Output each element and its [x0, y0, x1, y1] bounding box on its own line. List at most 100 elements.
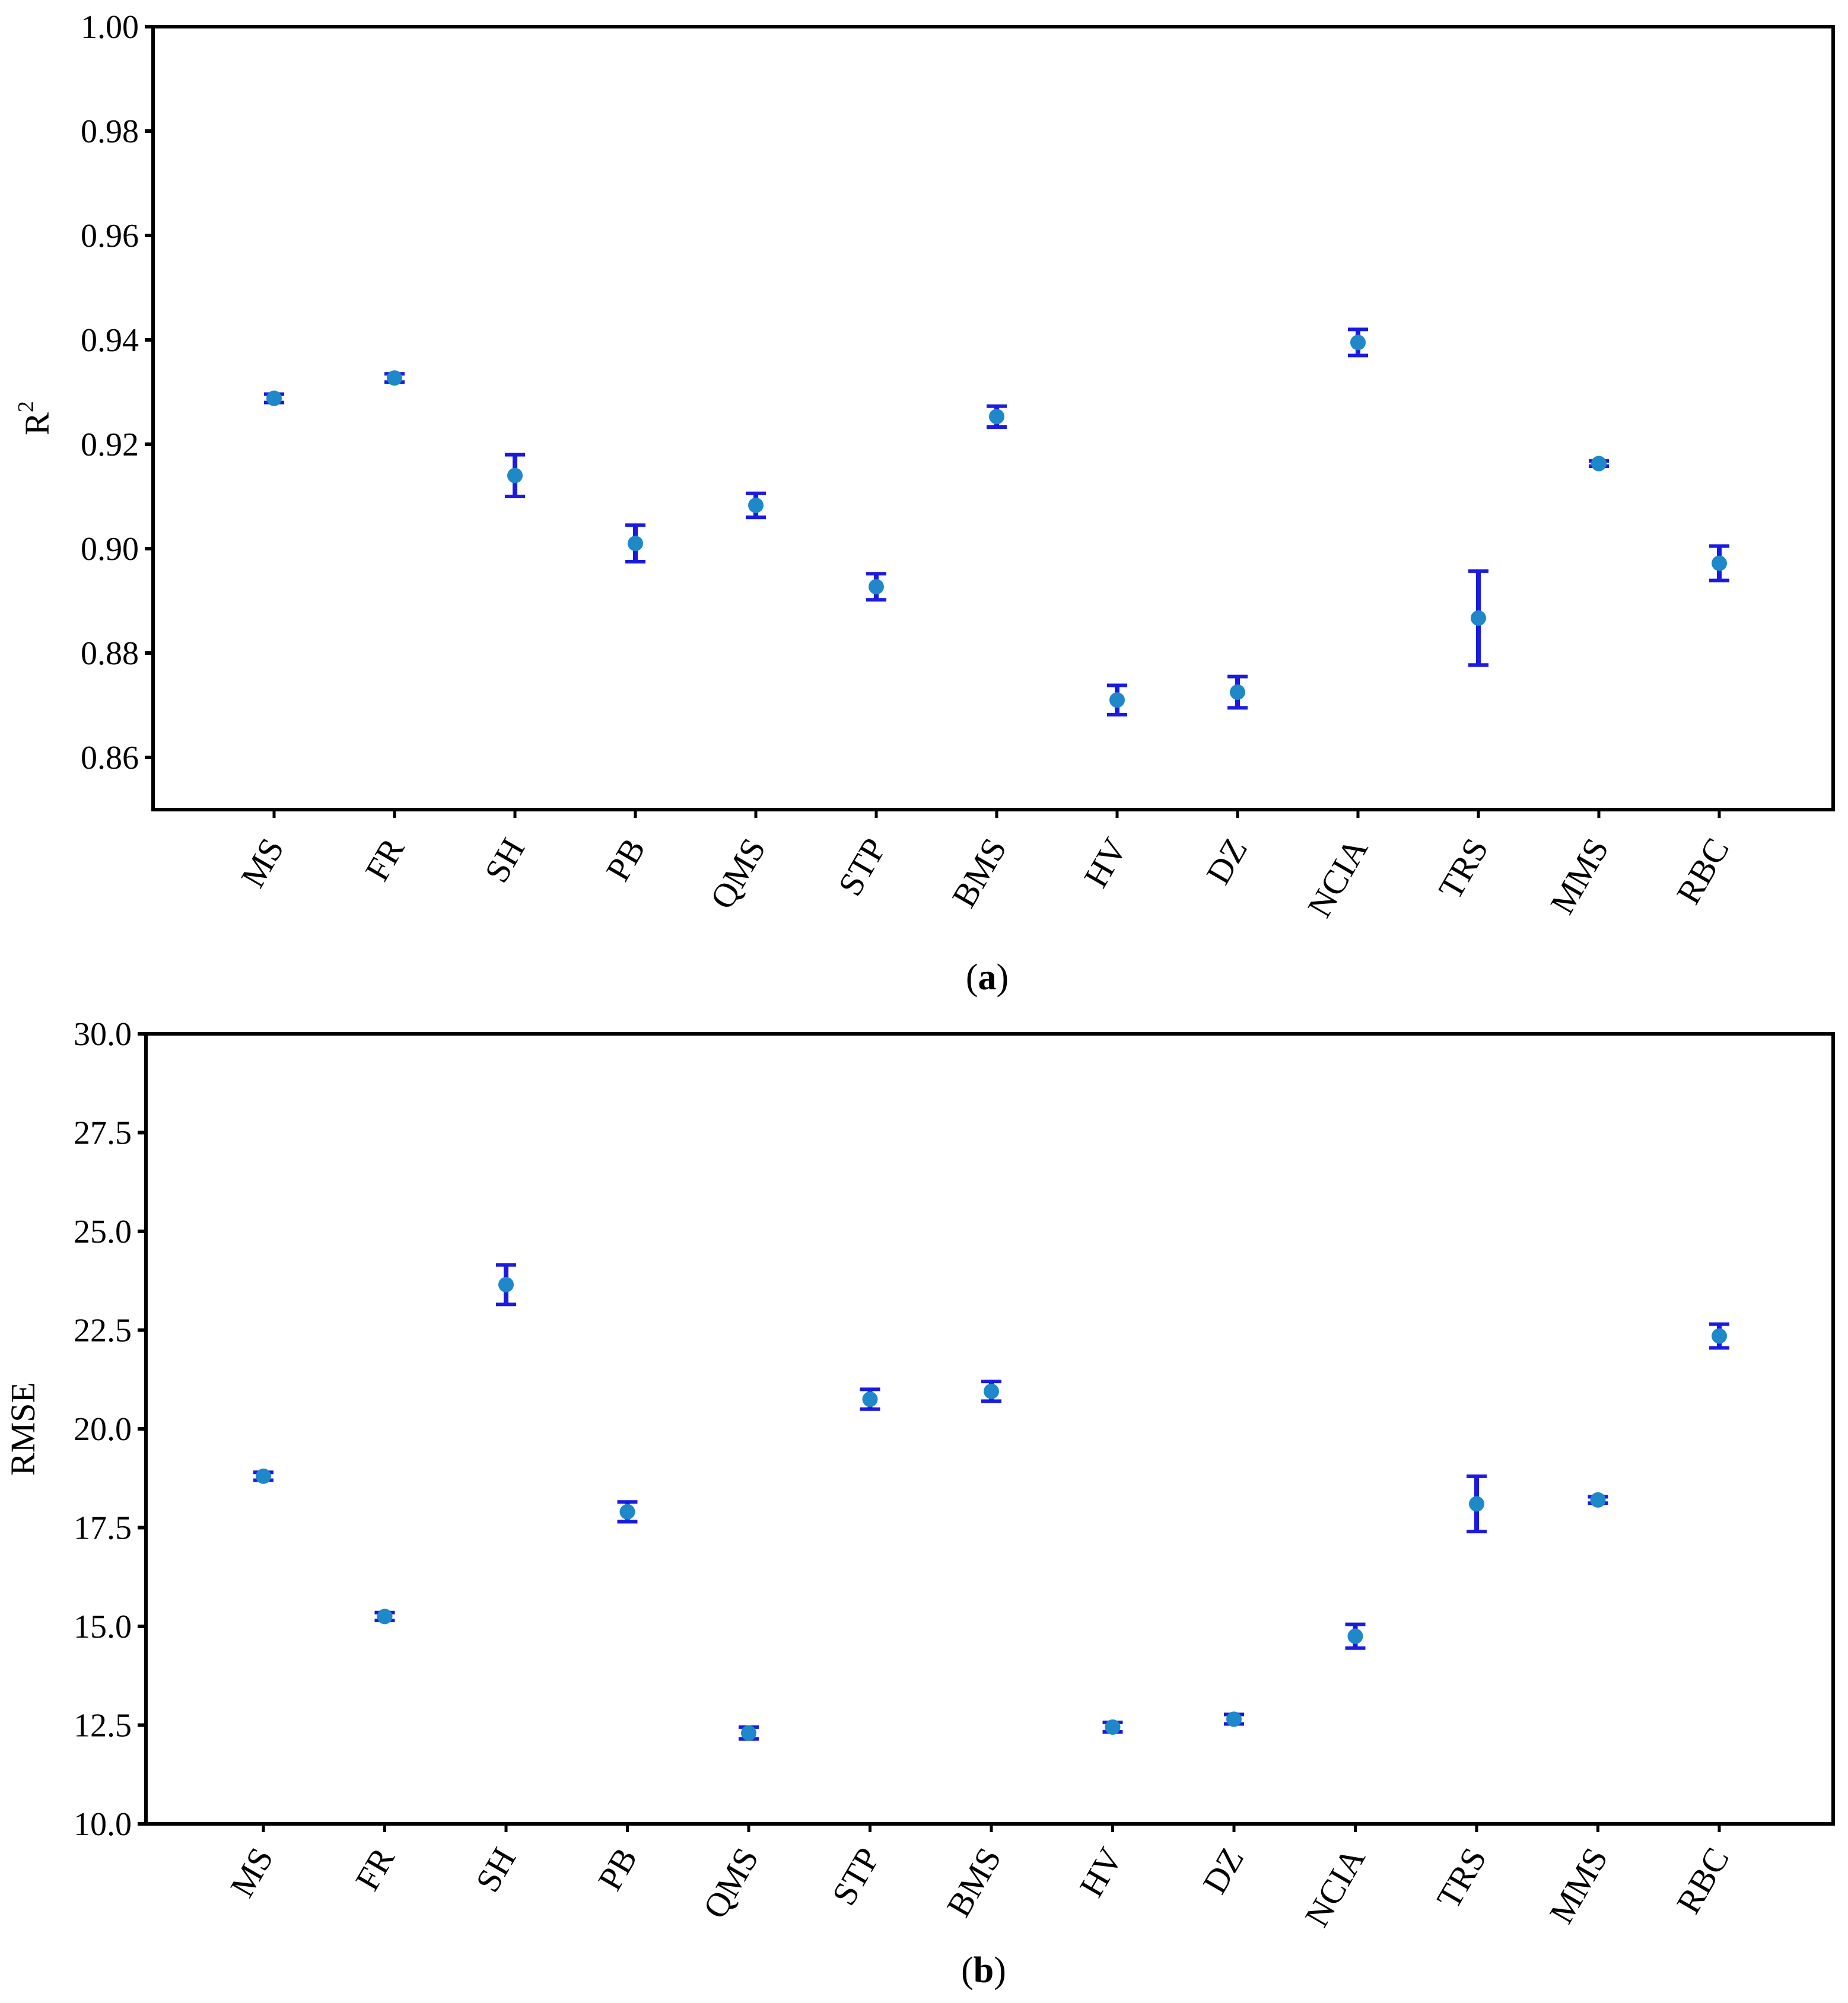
x-category-label: HV: [1072, 1841, 1130, 1903]
data-point-group: [1227, 674, 1248, 710]
data-point-group: [1107, 683, 1127, 717]
panel-b-caption-letter: b: [974, 1950, 994, 1991]
data-point: [266, 390, 282, 406]
data-point-group: [1348, 327, 1368, 358]
data-point: [1712, 1328, 1727, 1344]
x-category-label: DZ: [1195, 1841, 1251, 1900]
x-category-label: TRS: [1431, 832, 1496, 906]
data-point-group: [1709, 544, 1729, 582]
y-tick-label: 0.86: [81, 740, 139, 776]
data-point: [387, 370, 402, 386]
data-point: [748, 497, 764, 513]
data-point: [984, 1383, 999, 1399]
x-category-label: PB: [598, 832, 653, 887]
x-category-label: BMS: [944, 832, 1014, 914]
data-point: [507, 467, 523, 483]
x-category-label: MMS: [1542, 1841, 1615, 1930]
data-point: [1109, 692, 1125, 708]
data-point-group: [625, 523, 645, 563]
data-point-group: [1345, 1622, 1366, 1650]
data-point: [498, 1276, 514, 1292]
data-point: [1347, 1628, 1363, 1644]
y-tick-label: 0.90: [81, 531, 139, 568]
data-point-group: [1709, 1322, 1729, 1350]
y-tick-label: 30.0: [74, 1016, 132, 1053]
panel-a-caption-letter: a: [978, 957, 997, 998]
x-category-label: SH: [477, 832, 532, 889]
data-point-group: [739, 1725, 759, 1741]
data-point-group: [1102, 1719, 1123, 1735]
y-tick-label: 10.0: [74, 1806, 132, 1843]
data-point: [628, 536, 643, 552]
x-category-label: HV: [1076, 832, 1134, 894]
x-category-label: QMS: [702, 832, 773, 915]
panel-b-data-marks: [253, 1263, 1729, 1741]
data-point-group: [505, 453, 525, 498]
panel-b-caption: (b): [961, 1950, 1006, 1991]
x-category-label: STP: [831, 832, 893, 902]
x-category-label: DZ: [1198, 832, 1255, 890]
data-point: [1712, 555, 1727, 571]
panel-a-y-axis-title: R2: [14, 401, 56, 435]
data-point: [256, 1468, 271, 1484]
y-tick-label: 12.5: [74, 1708, 132, 1744]
panel-b-x-categories: MS FR SH PB QMS STP BMS HV DZ NCIA TRS MMS RBC: [222, 1824, 1736, 1933]
x-category-label: MS: [222, 1841, 281, 1903]
data-point-group: [253, 1468, 273, 1484]
data-point-group: [1589, 456, 1609, 472]
y-tick-label: 0.96: [81, 218, 139, 254]
panel-b-plot-frame: [144, 1032, 1835, 1826]
data-point: [1230, 684, 1245, 700]
x-category-label: MMS: [1542, 832, 1616, 921]
data-point-group: [617, 1500, 638, 1524]
x-category-label: SH: [468, 1841, 523, 1899]
data-point: [619, 1504, 635, 1520]
x-category-label: BMS: [939, 1841, 1009, 1924]
data-point: [862, 1391, 878, 1407]
y-tick-label: 0.94: [81, 322, 139, 359]
y-tick-label: 0.88: [81, 635, 139, 672]
data-point: [1226, 1711, 1242, 1727]
data-point: [1350, 335, 1366, 351]
y-tick-label: 17.5: [74, 1510, 132, 1547]
data-point-group: [1467, 1474, 1487, 1534]
data-point-group: [1588, 1492, 1608, 1508]
x-category-label: NCIA: [1300, 832, 1375, 924]
data-point: [989, 409, 1004, 425]
panel-a-plot-frame: [151, 25, 1835, 811]
data-point-group: [746, 491, 766, 520]
data-point: [741, 1725, 756, 1741]
x-category-label: RBC: [1669, 832, 1736, 910]
data-point: [869, 579, 884, 595]
x-category-label: PB: [590, 1841, 645, 1897]
y-tick-label: 20.0: [74, 1411, 132, 1448]
y-tick-label: 15.0: [74, 1609, 132, 1645]
panel-b-chart: 10.0 12.5 15.0 17.5 20.0 22.5 25.0 27.5 30.0 MS F…: [4, 1016, 1835, 1991]
panel-a-chart: 0.86 0.88 0.90 0.92 0.94 0.96 0.98 1.00 MS FR SH P…: [14, 9, 1835, 998]
x-category-label: RBC: [1669, 1841, 1736, 1920]
data-point-group: [981, 1380, 1001, 1403]
data-point: [1591, 456, 1607, 472]
y-tick-label: 1.00: [81, 9, 139, 46]
x-category-label: NCIA: [1297, 1841, 1373, 1933]
panel-a-data-marks: [264, 327, 1729, 717]
x-category-label: TRS: [1429, 1841, 1494, 1915]
data-point: [1105, 1719, 1121, 1735]
data-point-group: [1468, 569, 1488, 667]
x-category-label: QMS: [695, 1841, 766, 1925]
y-tick-label: 0.98: [81, 113, 139, 150]
panel-a-caption: (a): [966, 957, 1009, 998]
panel-b-y-ticks: 10.0 12.5 15.0 17.5 20.0 22.5 25.0 27.5 30.0: [74, 1016, 147, 1843]
panel-b-y-axis-title: RMSE: [4, 1382, 42, 1476]
x-category-label: MS: [233, 832, 291, 894]
y-tick-label: 0.92: [81, 426, 139, 463]
data-point-group: [987, 404, 1007, 429]
y-tick-label: 25.0: [74, 1214, 132, 1250]
y-tick-label: 22.5: [74, 1313, 132, 1349]
data-point-group: [374, 1609, 395, 1625]
data-point-group: [264, 390, 284, 406]
data-point-group: [1224, 1711, 1244, 1727]
x-category-label: STP: [824, 1841, 887, 1912]
data-point-group: [866, 572, 886, 602]
